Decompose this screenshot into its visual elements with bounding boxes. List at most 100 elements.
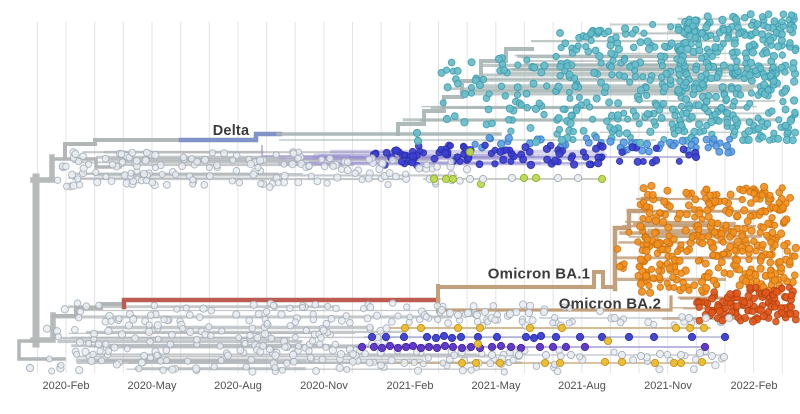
tip-dot[interactable]: [124, 321, 134, 330]
tip-dot[interactable]: [617, 357, 627, 367]
tip-dot[interactable]: [549, 319, 557, 327]
tip-dot[interactable]: [634, 272, 642, 280]
tip-dot[interactable]: [740, 13, 749, 22]
tip-dot[interactable]: [718, 15, 727, 25]
tip-dot[interactable]: [309, 310, 317, 318]
tip-dot[interactable]: [683, 247, 691, 255]
tip-dot[interactable]: [583, 98, 591, 106]
tip-dot[interactable]: [734, 84, 742, 92]
tip-dot[interactable]: [786, 258, 794, 266]
tip-dot[interactable]: [745, 42, 753, 50]
tip-dot[interactable]: [697, 277, 707, 287]
tip-dot[interactable]: [780, 274, 788, 282]
tip-dot[interactable]: [205, 323, 213, 331]
tip-dot[interactable]: [697, 72, 706, 81]
tip-dot[interactable]: [652, 101, 660, 109]
tip-dot[interactable]: [736, 317, 745, 325]
tip-dot[interactable]: [531, 173, 541, 183]
tip-dot[interactable]: [54, 332, 62, 341]
tip-dot[interactable]: [749, 307, 757, 316]
tip-dot[interactable]: [660, 197, 669, 206]
tip-dot[interactable]: [556, 29, 564, 37]
tip-dot[interactable]: [107, 317, 115, 325]
tip-dot[interactable]: [635, 120, 643, 128]
tip-dot[interactable]: [743, 64, 751, 72]
tip-dot[interactable]: [655, 273, 664, 282]
tip-dot[interactable]: [298, 303, 306, 312]
tip-dot[interactable]: [663, 186, 672, 195]
tip-dot[interactable]: [751, 67, 760, 75]
tip-dot[interactable]: [566, 350, 576, 360]
tip-dot[interactable]: [416, 315, 424, 324]
tip-dot[interactable]: [648, 191, 657, 199]
tip-dot[interactable]: [153, 351, 161, 359]
tip-dot[interactable]: [453, 310, 463, 320]
tip-dot[interactable]: [456, 332, 466, 342]
tip-dot[interactable]: [391, 172, 400, 181]
tip-dot[interactable]: [507, 127, 515, 135]
tip-dot[interactable]: [748, 317, 757, 326]
tip-dot[interactable]: [760, 73, 769, 81]
tip-dot[interactable]: [465, 174, 475, 184]
tip-dot[interactable]: [718, 83, 727, 92]
tip-dot[interactable]: [193, 157, 202, 166]
tip-dot[interactable]: [635, 262, 643, 271]
tip-dot[interactable]: [487, 350, 497, 360]
tip-dot[interactable]: [556, 62, 565, 71]
tip-dot[interactable]: [140, 351, 149, 360]
tip-dot[interactable]: [582, 42, 590, 51]
tip-dot[interactable]: [711, 43, 720, 52]
tip-dot[interactable]: [554, 113, 563, 122]
tip-dot[interactable]: [81, 347, 90, 356]
tip-dot[interactable]: [622, 129, 631, 138]
tip-dot[interactable]: [513, 83, 522, 92]
tip-dot[interactable]: [565, 319, 573, 327]
tip-dot[interactable]: [768, 107, 776, 115]
tip-dot[interactable]: [663, 238, 671, 246]
tip-dot[interactable]: [343, 166, 352, 175]
tip-dot[interactable]: [205, 164, 213, 172]
tip-dot[interactable]: [786, 309, 795, 318]
tip-dot[interactable]: [715, 147, 724, 156]
tip-dot[interactable]: [778, 18, 786, 26]
tip-dot[interactable]: [770, 303, 779, 311]
tip-dot[interactable]: [664, 223, 673, 232]
tip-dot[interactable]: [666, 202, 674, 211]
tip-dot[interactable]: [422, 313, 430, 321]
tip-dot[interactable]: [789, 64, 798, 73]
tip-dot[interactable]: [249, 170, 258, 179]
tip-dot[interactable]: [650, 118, 658, 126]
tip-dot[interactable]: [448, 174, 458, 184]
tip-dot[interactable]: [592, 133, 600, 141]
tip-dot[interactable]: [733, 237, 742, 247]
tip-dot[interactable]: [636, 255, 645, 264]
tip-dot[interactable]: [245, 316, 254, 325]
tip-dot[interactable]: [685, 323, 695, 333]
tip-dot[interactable]: [787, 291, 796, 300]
tip-dot[interactable]: [728, 49, 736, 57]
tip-dot[interactable]: [471, 358, 481, 368]
tip-dot[interactable]: [42, 324, 51, 333]
tip-dot[interactable]: [271, 351, 280, 360]
tip-dot[interactable]: [342, 312, 350, 320]
tip-dot[interactable]: [731, 246, 739, 254]
tip-dot[interactable]: [756, 306, 765, 315]
tip-dot[interactable]: [351, 169, 360, 178]
tip-dot[interactable]: [719, 352, 729, 362]
tip-dot[interactable]: [94, 340, 103, 349]
tip-dot[interactable]: [509, 356, 517, 364]
tip-dot[interactable]: [75, 366, 84, 375]
tip-dot[interactable]: [642, 271, 651, 280]
tip-dot[interactable]: [582, 134, 591, 142]
tip-dot[interactable]: [457, 358, 467, 368]
tip-dot[interactable]: [185, 311, 194, 319]
tip-dot[interactable]: [745, 255, 753, 264]
tip-dot[interactable]: [775, 199, 783, 207]
tip-dot[interactable]: [572, 106, 581, 115]
tip-dot[interactable]: [746, 10, 755, 19]
tip-dot[interactable]: [671, 323, 681, 333]
tip-dot[interactable]: [255, 156, 265, 165]
tip-dot[interactable]: [387, 317, 396, 326]
tip-dot[interactable]: [681, 95, 691, 104]
tip-dot[interactable]: [141, 156, 150, 165]
